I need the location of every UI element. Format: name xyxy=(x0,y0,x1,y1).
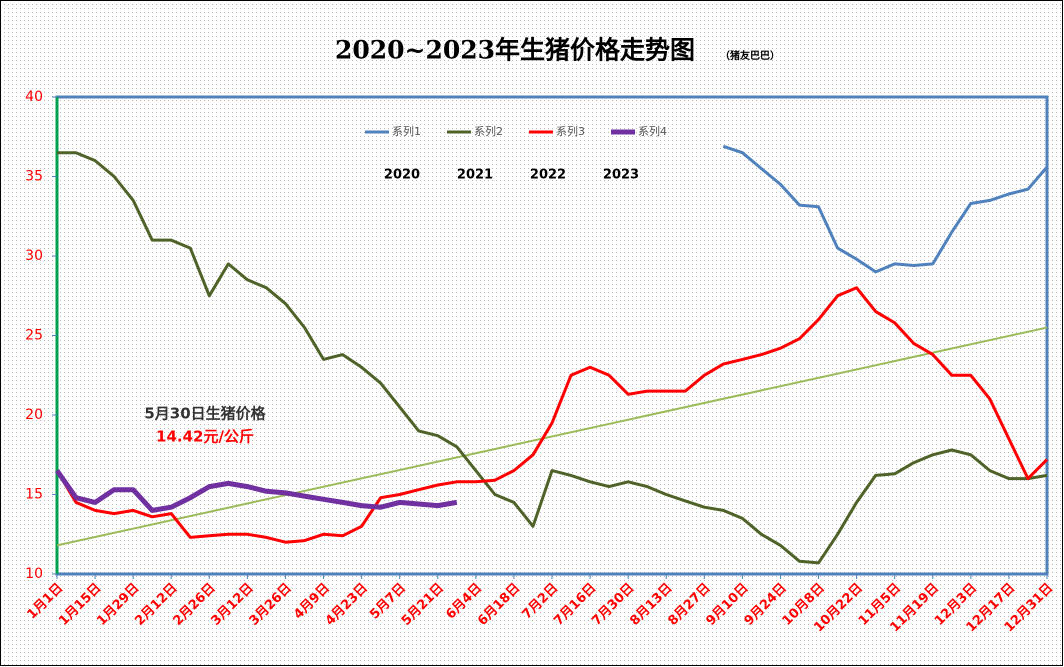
legend-label: 系列2 xyxy=(474,124,503,138)
year-label: 2021 xyxy=(457,168,493,183)
series-line xyxy=(54,469,458,513)
y-tick-label: 10 xyxy=(25,566,43,582)
legend-label: 系列3 xyxy=(556,124,585,138)
chart-title: 2020~2023年生猪价格走势图 xyxy=(335,36,695,65)
y-tick-label: 20 xyxy=(25,407,43,423)
y-tick-label: 25 xyxy=(25,328,43,344)
annotation: 14.42元/公斤 xyxy=(156,428,254,446)
year-label: 2022 xyxy=(530,168,566,183)
trendline xyxy=(56,326,1048,547)
y-tick-label: 35 xyxy=(25,169,43,185)
y-tick-label: 30 xyxy=(25,248,43,264)
y-tick-label: 15 xyxy=(25,487,43,503)
y-tick-label: 40 xyxy=(25,89,43,105)
chart-subtitle: （猪友巴巴） xyxy=(720,49,780,62)
series-line xyxy=(722,144,1049,274)
annotation: 5月30日生猪价格 xyxy=(144,405,266,423)
legend-label: 系列4 xyxy=(638,124,667,138)
series-line xyxy=(55,286,1049,544)
year-label: 2020 xyxy=(384,168,420,183)
legend-label: 系列1 xyxy=(392,124,421,138)
year-label: 2023 xyxy=(603,168,639,183)
series-line xyxy=(57,151,1048,565)
